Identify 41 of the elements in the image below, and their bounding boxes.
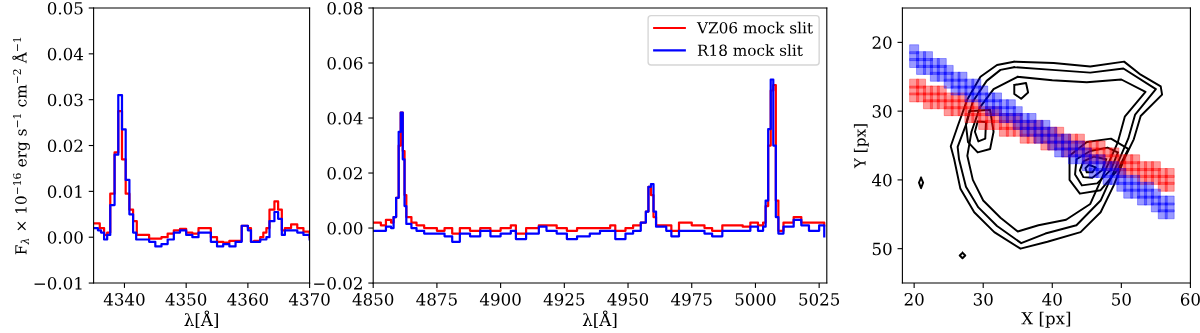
y-tick-label: 0.02 xyxy=(47,139,83,153)
x-tick-label: 20 xyxy=(904,293,924,306)
x-tick-label: 4975 xyxy=(671,293,712,306)
y-tick-label: 0.04 xyxy=(327,111,363,125)
x-tick-label: 4370 xyxy=(288,293,330,306)
x-tick-label: 50 xyxy=(1112,293,1131,306)
y-tick-label: 30 xyxy=(872,105,892,118)
y-tick-label: 0.06 xyxy=(327,56,363,70)
text: F$_{λ}$ × 10$^{−16}$ erg s$^{−1}$ cm$^{−2}$ Å$^{−1}$ xyxy=(12,37,30,255)
x-tick-label: 4875 xyxy=(416,293,457,306)
y-tick-label: 0.08 xyxy=(327,1,363,15)
y-tick-label: 0.00 xyxy=(47,231,83,244)
y-tick-label: 40 xyxy=(871,173,892,187)
legend-label: R18 mock slit xyxy=(697,44,803,56)
y-tick-label: 0.03 xyxy=(47,93,83,107)
legend-label: VZ06 mock slit xyxy=(696,21,813,34)
x-axis-title: λ[Å] xyxy=(582,310,617,329)
y-tick-label: 0.02 xyxy=(327,166,362,180)
x-axis-title: X [px] xyxy=(1021,311,1071,328)
y-tick-label: 0.04 xyxy=(47,47,84,61)
y-axis-title: Y [px] xyxy=(853,124,869,169)
x-tick-label: 5000 xyxy=(735,293,776,306)
y-tick-label: 0.00 xyxy=(327,222,363,235)
x-tick-label: 40 xyxy=(1042,293,1062,306)
x-tick-label: 4340 xyxy=(103,293,145,306)
x-tick-label: 5025 xyxy=(799,293,840,306)
x-tick-label: 4850 xyxy=(352,293,394,306)
y-tick-label: 20 xyxy=(872,36,892,49)
y-tick-label: −0.02 xyxy=(314,277,362,290)
x-tick-label: 4925 xyxy=(543,293,585,306)
x-axis-title: λ[Å] xyxy=(184,310,218,329)
y-tick-label: 0.05 xyxy=(47,1,83,15)
y-tick-label: 50 xyxy=(872,242,892,256)
x-tick-label: 4900 xyxy=(479,293,521,306)
x-tick-label: 4950 xyxy=(607,293,649,306)
y-tick-label: −0.01 xyxy=(34,277,82,290)
x-tick-label: 4360 xyxy=(227,293,268,306)
x-tick-label: 60 xyxy=(1180,293,1200,306)
x-tick-label: 4350 xyxy=(165,293,207,306)
y-tick-label: 0.01 xyxy=(47,185,82,198)
x-tick-label: 30 xyxy=(973,293,993,306)
